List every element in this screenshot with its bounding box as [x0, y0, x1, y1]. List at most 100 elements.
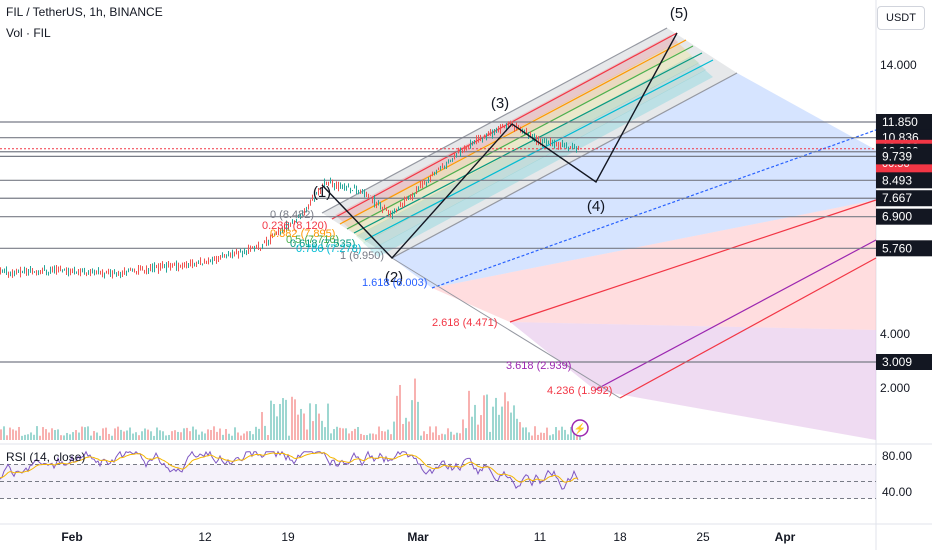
volume-bar: [66, 432, 68, 440]
volume-bar: [42, 427, 44, 440]
volume-bar: [282, 398, 284, 440]
time-tick-5: 18: [613, 530, 627, 544]
volume-bar: [429, 426, 431, 440]
volume-bar: [3, 426, 5, 440]
volume-bar: [366, 435, 368, 440]
volume-bar: [435, 426, 437, 440]
volume-bar: [279, 403, 281, 440]
fib-band-1: [342, 42, 685, 229]
fib-zone-red: [432, 200, 876, 330]
volume-bar: [30, 432, 32, 440]
volume-bar: [453, 434, 455, 440]
volume-bar: [276, 416, 278, 440]
volume-bar: [123, 431, 125, 440]
fib-label-0: 0 (8.482): [270, 209, 314, 221]
price-box-label-5: 8.493: [882, 173, 912, 187]
volume-bar: [33, 434, 35, 440]
volume-bar: [18, 426, 20, 440]
volume-bar: [117, 426, 119, 440]
volume-bar: [438, 435, 440, 440]
price-box-0: [876, 114, 932, 130]
volume-bar: [402, 423, 404, 440]
volume-bar: [339, 427, 341, 440]
volume-bar: [450, 431, 452, 440]
volume-bar: [57, 429, 59, 440]
volume-bar: [342, 428, 344, 440]
volume-bar: [51, 428, 53, 440]
volume-bar: [60, 435, 62, 440]
wave-label-2: (2): [385, 269, 403, 286]
volume-bar: [288, 435, 290, 440]
volume-bar: [417, 401, 419, 440]
volume-bar: [144, 428, 146, 440]
volume-bar: [240, 435, 242, 440]
volume-bar: [516, 418, 518, 440]
volume-bar: [162, 431, 164, 440]
volume-bar: [201, 431, 203, 440]
fib-label-5: 0.786 (7.278): [296, 243, 361, 255]
price-tick-0: 14.000: [880, 58, 917, 72]
volume-bar: [111, 435, 113, 440]
volume-bar: [204, 433, 206, 440]
volume-bar: [93, 431, 95, 440]
volume-bar: [135, 432, 137, 440]
rsi-tick-80: 80.00: [882, 449, 912, 463]
volume-bar: [150, 431, 152, 440]
volume-bar: [129, 427, 131, 440]
volume-bar: [213, 426, 215, 440]
elliott-wave-path: [321, 32, 678, 260]
volume-bar: [237, 432, 239, 440]
volume-bar: [261, 412, 263, 440]
volume-bar: [27, 434, 29, 440]
volume-bar: [390, 434, 392, 440]
volume-bar: [522, 427, 524, 440]
fib-line-6: [391, 72, 738, 259]
volume-bar: [228, 433, 230, 440]
volume-bar: [564, 429, 566, 440]
volume-bar: [159, 430, 161, 440]
volume-bar: [306, 429, 308, 440]
price-box-label-6: 7.667: [882, 191, 912, 205]
volume-bar: [126, 430, 128, 440]
volume-bar: [309, 403, 311, 440]
fib-zone-purple: [510, 322, 876, 440]
volume-bar: [297, 414, 299, 440]
volume-bar: [369, 433, 371, 440]
price-box-4: [876, 148, 932, 165]
time-tick-6: 25: [696, 530, 710, 544]
volume-bar: [252, 434, 254, 440]
rsi-tick-40: 40.00: [882, 485, 912, 499]
volume-bar: [570, 427, 572, 440]
volume-bar: [531, 435, 533, 440]
volume-bar: [300, 408, 302, 440]
volume-bar: [492, 406, 494, 440]
currency-button[interactable]: USDT: [877, 6, 925, 30]
volume-bar: [267, 435, 269, 440]
price-tick-1: 4.000: [880, 327, 910, 341]
volume-bar: [444, 434, 446, 440]
volume-bar: [84, 427, 86, 440]
volume-bar: [483, 395, 485, 440]
volume-bar: [189, 431, 191, 440]
volume-bar: [351, 431, 353, 440]
price-box-9: [876, 354, 932, 370]
volume-bar: [354, 428, 356, 440]
volume-bar: [426, 434, 428, 440]
volume-bar: [249, 431, 251, 440]
volume-bar: [294, 399, 296, 440]
volume-bar: [480, 415, 482, 440]
volume-bar: [222, 434, 224, 440]
volume-bar: [405, 417, 407, 440]
volume-bar: [525, 427, 527, 440]
fib-line-1: [331, 32, 678, 220]
volume-bar: [540, 432, 542, 440]
volume-bar: [462, 419, 464, 440]
volume-bar: [381, 431, 383, 440]
volume-bar: [363, 435, 365, 440]
volume-bar: [183, 428, 185, 440]
volume-bar: [555, 427, 557, 440]
volume-bar: [114, 428, 116, 440]
volume-bar: [537, 434, 539, 440]
price-box-label-8: 5.760: [882, 241, 912, 255]
